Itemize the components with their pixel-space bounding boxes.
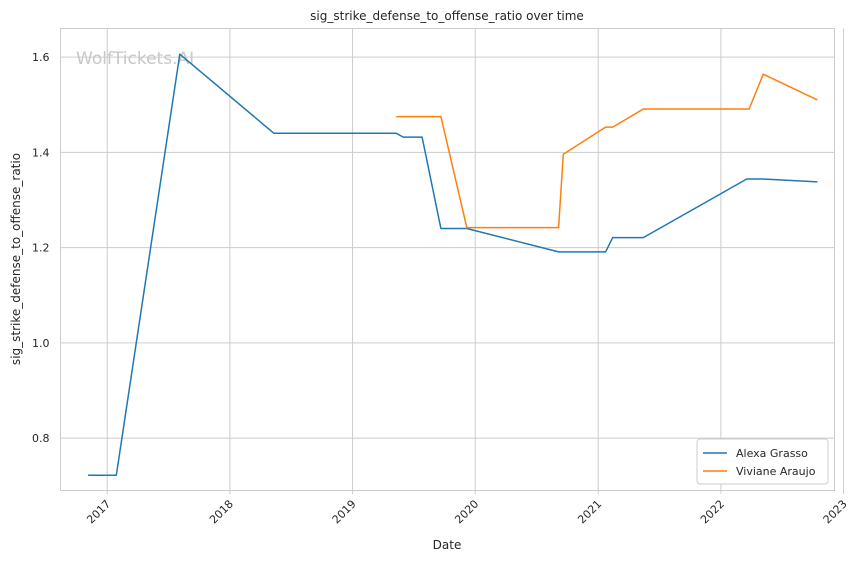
legend: Alexa Grasso Viviane Araujo	[696, 438, 829, 485]
gridlines	[60, 28, 845, 491]
y-axis-title: sig_strike_defense_to_offense_ratio	[9, 153, 23, 365]
legend-box	[696, 438, 829, 485]
y-tick-label-0-8: 0.8	[32, 432, 50, 445]
y-axis-ticks: 0.8 1.0 1.2 1.4 1.6	[32, 51, 50, 445]
y-tick-label-1-0: 1.0	[32, 337, 50, 350]
legend-label-viviane-araujo: Viviane Araujo	[736, 465, 816, 478]
chart-title: sig_strike_defense_to_offense_ratio over…	[310, 9, 584, 23]
series-lines	[88, 53, 818, 477]
legend-label-alexa-grasso: Alexa Grasso	[736, 447, 808, 460]
y-tick-label-1-2: 1.2	[32, 242, 50, 255]
series-line-alexa-grasso	[88, 53, 818, 477]
y-tick-label-1-6: 1.6	[32, 51, 50, 64]
x-axis-title: Date	[433, 538, 462, 552]
y-tick-label-1-4: 1.4	[32, 146, 50, 159]
series-line-viviane-araujo	[396, 73, 818, 229]
plot-frame	[60, 28, 835, 491]
watermark: WolfTickets.AI	[76, 49, 194, 69]
